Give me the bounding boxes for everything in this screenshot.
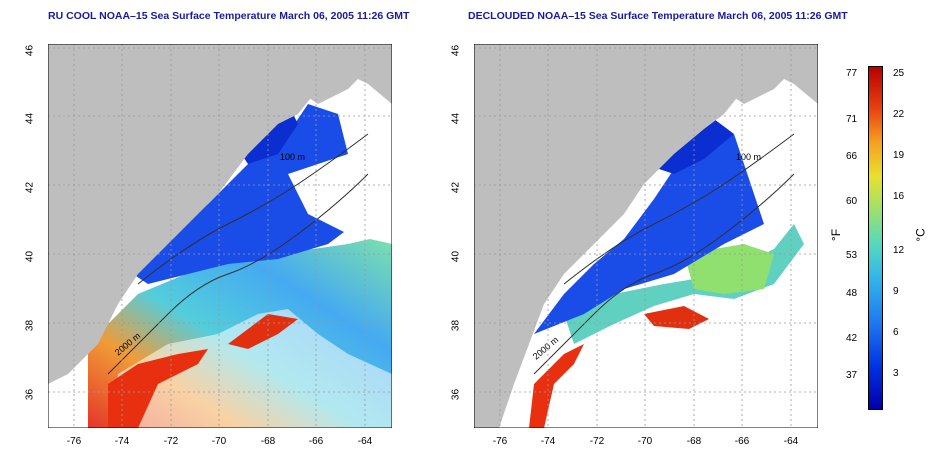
cb-f-tick-66: 66 — [846, 151, 858, 162]
cb-f-tick-48: 48 — [846, 288, 858, 299]
warm-filament-south — [529, 344, 584, 428]
contour-100m — [137, 133, 369, 285]
graticule — [48, 44, 392, 428]
land-mass — [474, 44, 818, 428]
left-y-tick-46: 46 — [24, 44, 36, 57]
unit-fahrenheit-label: °F — [829, 228, 844, 242]
contour-2000m — [107, 173, 369, 375]
left-x-tick-66: -66 — [308, 436, 324, 447]
right-y-tick-40: 40 — [450, 250, 462, 263]
left-x-tick-74: -74 — [114, 436, 130, 447]
slope-water — [564, 224, 804, 344]
left-map: 100 m 2000 m — [48, 44, 392, 428]
cb-c-tick-6: 6 — [893, 327, 899, 338]
right-y-tick-36: 36 — [450, 388, 462, 401]
cb-c-tick-16: 16 — [893, 191, 905, 202]
right-x-tick-64: -64 — [783, 436, 799, 447]
left-x-tick-64: -64 — [357, 436, 373, 447]
warm-core-region — [108, 349, 208, 428]
contour-label-100m: 100 m — [280, 152, 305, 162]
left-y-tick-44: 44 — [24, 112, 36, 125]
graticule — [474, 44, 818, 428]
right-x-tick-74: -74 — [540, 436, 556, 447]
left-panel-title: RU COOL NOAA–15 Sea Surface Temperature … — [48, 10, 410, 22]
right-y-tick-46: 46 — [450, 44, 462, 57]
cb-f-tick-77: 77 — [846, 68, 858, 79]
cb-f-tick-60: 60 — [846, 196, 858, 207]
right-x-tick-66: -66 — [734, 436, 750, 447]
left-y-tick-36: 36 — [24, 388, 36, 401]
left-y-tick-42: 42 — [24, 181, 36, 194]
right-y-tick-44: 44 — [450, 112, 462, 125]
contour-label-100m: 100 m — [736, 152, 761, 162]
right-x-tick-76: -76 — [492, 436, 508, 447]
cb-c-tick-25: 25 — [893, 68, 905, 79]
right-y-tick-38: 38 — [450, 319, 462, 332]
temperature-colorbar — [868, 66, 883, 410]
cb-c-tick-12: 12 — [893, 245, 905, 256]
left-map-panel: 100 m 2000 m — [48, 44, 392, 428]
right-x-tick-70: -70 — [637, 436, 653, 447]
cb-f-tick-71: 71 — [846, 114, 858, 125]
contour-2000m — [533, 173, 795, 375]
cloud-speckle-region — [108, 309, 392, 428]
left-x-tick-72: -72 — [163, 436, 179, 447]
right-map: 100 m 2000 m — [474, 44, 818, 428]
unit-celsius-label: °C — [913, 228, 928, 242]
left-y-tick-40: 40 — [24, 250, 36, 263]
right-y-tick-42: 42 — [450, 181, 462, 194]
cb-f-tick-42: 42 — [846, 333, 858, 344]
cold-shelf-water — [118, 104, 368, 284]
left-x-tick-76: -76 — [66, 436, 82, 447]
nova-scotia-land — [288, 64, 368, 104]
cb-c-tick-19: 19 — [893, 150, 905, 161]
cb-c-tick-22: 22 — [893, 109, 905, 120]
contour-100m — [563, 133, 795, 285]
left-x-tick-70: -70 — [211, 436, 227, 447]
cold-shelf-water — [534, 134, 764, 334]
right-x-tick-72: -72 — [589, 436, 605, 447]
gulf-stream-north-wall — [228, 314, 298, 349]
left-y-tick-38: 38 — [24, 319, 36, 332]
right-x-tick-68: -68 — [686, 436, 702, 447]
left-x-tick-68: -68 — [260, 436, 276, 447]
right-map-panel: 100 m 2000 m — [474, 44, 818, 428]
cb-f-tick-53: 53 — [846, 250, 858, 261]
right-panel-title: DECLOUDED NOAA–15 Sea Surface Temperatur… — [468, 10, 848, 22]
cb-c-tick-3: 3 — [893, 368, 899, 379]
nova-scotia-land — [714, 64, 794, 104]
cb-c-tick-9: 9 — [893, 286, 899, 297]
warm-slope-patch — [684, 244, 774, 294]
cb-f-tick-37: 37 — [846, 370, 858, 381]
land-mass — [48, 44, 392, 384]
